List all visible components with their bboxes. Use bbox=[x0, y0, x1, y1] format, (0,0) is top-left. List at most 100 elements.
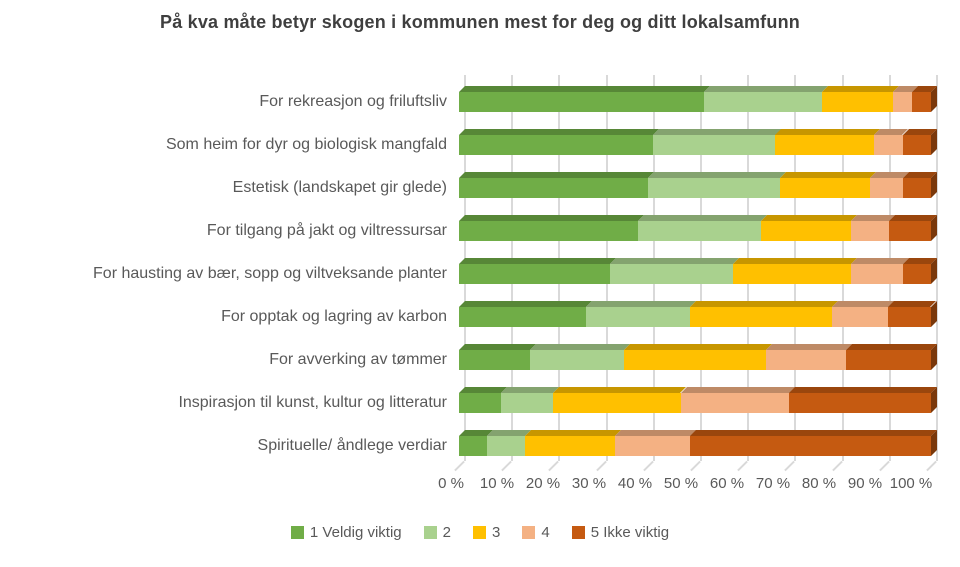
category-label: For opptak og lagring av karbon bbox=[221, 307, 447, 325]
bar-segment bbox=[775, 129, 881, 155]
bar-segment-top-face bbox=[690, 430, 937, 436]
legend-label: 1 Veldig viktig bbox=[309, 523, 402, 541]
legend-label: 5 Ikke viktig bbox=[590, 523, 670, 541]
bar-segment bbox=[459, 215, 645, 241]
bar-segment-top-face bbox=[459, 129, 659, 135]
bar-row bbox=[459, 129, 937, 155]
bar-segment-top-face bbox=[553, 387, 687, 393]
bar-segment-top-face bbox=[459, 172, 654, 178]
bar-segment-top-face bbox=[652, 129, 782, 135]
bar-segment bbox=[902, 258, 937, 284]
bar-segment bbox=[459, 129, 659, 155]
bar-segment-top-face bbox=[529, 344, 631, 350]
x-axis-label: 100 % bbox=[889, 475, 933, 492]
bar-row bbox=[459, 172, 937, 198]
bar-segment bbox=[459, 258, 617, 284]
bar-segment bbox=[779, 172, 876, 198]
bar-segment bbox=[789, 387, 937, 413]
bar-segment-top-face bbox=[614, 430, 697, 436]
bar-segment bbox=[874, 129, 909, 155]
bar-segment bbox=[553, 387, 687, 413]
axis-tick bbox=[926, 460, 937, 472]
bar-segment bbox=[501, 387, 560, 413]
bar-segment bbox=[459, 387, 508, 413]
bar-segment bbox=[459, 301, 593, 327]
bar-segment-top-face bbox=[525, 430, 621, 436]
bar-segment-top-face bbox=[459, 301, 593, 307]
x-axis-label: 20 % bbox=[525, 475, 561, 492]
bar-segment bbox=[902, 129, 937, 155]
bar-segment bbox=[459, 86, 711, 112]
category-label: Inspirasjon til kunst, kultur og littera… bbox=[178, 393, 447, 411]
bar-segment bbox=[846, 344, 937, 370]
bar-row bbox=[459, 387, 937, 413]
bar-segment bbox=[652, 129, 782, 155]
bar-segment bbox=[680, 387, 796, 413]
x-axis-label: 10 % bbox=[479, 475, 515, 492]
bar-segment bbox=[765, 344, 853, 370]
bar-segment-top-face bbox=[586, 301, 697, 307]
bar-segment bbox=[459, 430, 494, 456]
bar-segment bbox=[850, 215, 895, 241]
bar-segment-top-face bbox=[459, 258, 617, 264]
chart-title: På kva måte betyr skogen i kommunen mest… bbox=[160, 12, 800, 32]
bar-segment bbox=[690, 430, 937, 456]
bar-segment-top-face bbox=[459, 344, 536, 350]
gridline bbox=[936, 75, 938, 461]
axis-tick bbox=[737, 460, 748, 472]
bar-segment bbox=[888, 301, 937, 327]
bar-segment bbox=[638, 215, 768, 241]
x-axis-label: 30 % bbox=[571, 475, 607, 492]
bar-segment bbox=[459, 344, 536, 370]
bar-segment-top-face bbox=[888, 301, 937, 307]
axis-tick bbox=[595, 460, 607, 472]
bar-segment bbox=[704, 86, 829, 112]
bar-segment-top-face bbox=[732, 258, 857, 264]
bar-segment bbox=[690, 301, 838, 327]
legend-item: 1 Veldig viktig bbox=[290, 523, 402, 541]
legend-item: 2 bbox=[423, 523, 451, 541]
bar-segment bbox=[888, 215, 937, 241]
x-axis-label: 50 % bbox=[663, 475, 699, 492]
bar-segment bbox=[902, 172, 937, 198]
legend-label: 2 bbox=[442, 523, 451, 541]
x-axis-label: 60 % bbox=[709, 475, 745, 492]
bar-segment-top-face bbox=[779, 172, 876, 178]
bar-segment bbox=[850, 258, 909, 284]
legend-item: 5 Ikke viktig bbox=[571, 523, 670, 541]
bar-row bbox=[459, 215, 937, 241]
bar-segment-top-face bbox=[822, 86, 900, 92]
bar-row bbox=[459, 344, 937, 370]
bar-row bbox=[459, 86, 937, 112]
bar-segment-top-face bbox=[501, 387, 560, 393]
bar-segment-top-face bbox=[624, 344, 772, 350]
bar-row bbox=[459, 301, 937, 327]
bar-segment-top-face bbox=[831, 301, 895, 307]
category-label: Som heim for dyr og biologisk mangfald bbox=[165, 135, 447, 153]
category-label: For tilgang på jakt og viltressursar bbox=[206, 221, 447, 239]
bar-segment bbox=[912, 86, 937, 112]
category-axis-labels: For rekreasjon og friluftsliv Som heim fo… bbox=[0, 75, 452, 461]
bar-row bbox=[459, 430, 937, 456]
bar-segment bbox=[529, 344, 631, 370]
bar-segment-top-face bbox=[789, 387, 937, 393]
bar-segment-top-face bbox=[647, 172, 786, 178]
bar-segment bbox=[761, 215, 857, 241]
bar-segment-top-face bbox=[680, 387, 796, 393]
x-axis-label: 70 % bbox=[755, 475, 791, 492]
axis-tick bbox=[831, 460, 843, 472]
bar-segment bbox=[610, 258, 739, 284]
plot-area: 0 % 10 % 20 % 30 % 40 % 50 % 60 % 70 % 80 % 90 % 1… bbox=[438, 75, 938, 492]
bar-segment-top-face bbox=[459, 86, 711, 92]
bar-segment-top-face bbox=[690, 301, 838, 307]
legend-item: 3 bbox=[473, 524, 500, 541]
legend-swatch-icon bbox=[473, 525, 486, 539]
legend-swatch-icon bbox=[423, 525, 437, 539]
category-label: Spirituelle/ åndlege verdiar bbox=[257, 436, 447, 454]
legend-swatch-icon bbox=[522, 525, 536, 539]
x-axis-label: 90 % bbox=[847, 475, 883, 492]
bar-row bbox=[459, 258, 937, 284]
legend-swatch-icon bbox=[290, 525, 304, 539]
bar-segment bbox=[831, 301, 895, 327]
category-label: For rekreasjon og friluftsliv bbox=[259, 92, 447, 110]
